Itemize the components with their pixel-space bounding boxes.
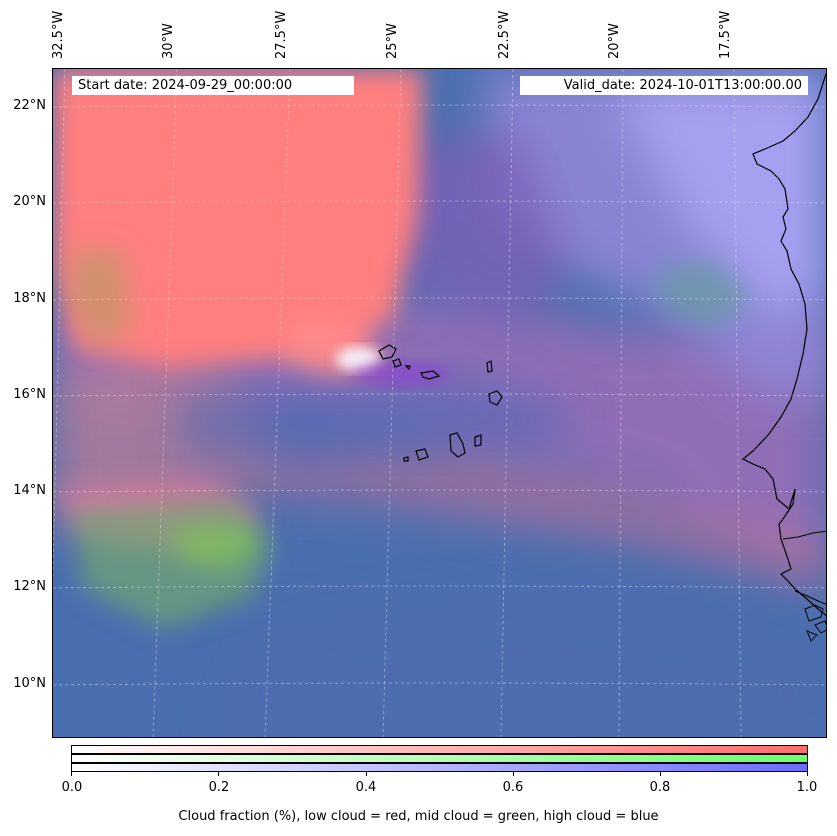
- lon-label-25w: 25°W: [385, 23, 400, 59]
- colorbar-tick-0: 0.0: [61, 780, 83, 795]
- island-santa-luzia: [404, 365, 411, 371]
- cloud-fraction-map[interactable]: [52, 68, 827, 738]
- cape-verde-islands: [378, 344, 503, 462]
- colorbar-mid-cloud: [71, 754, 808, 763]
- gambia-river: [782, 530, 826, 540]
- lon-label-27-5w: 27.5°W: [274, 10, 289, 59]
- guinea-bissau-coast: [794, 590, 826, 605]
- bissagos-islands: [804, 604, 826, 642]
- colorbar-tickmark-4: [660, 772, 661, 776]
- colorbar-tickmark-0: [71, 772, 72, 776]
- island-santo-antao: [378, 344, 397, 360]
- colorbar-tick-0-8: 0.8: [649, 780, 671, 795]
- island-fogo: [415, 448, 429, 461]
- colorbar-high-cloud: [71, 763, 808, 772]
- island-boa-vista: [488, 390, 503, 406]
- map-canvas: [53, 69, 826, 737]
- bright-cloud-spot: [336, 347, 380, 371]
- start-date-label: Start date: 2024-09-29_00:00:00: [72, 76, 354, 95]
- island-brava: [403, 456, 409, 462]
- colorbar-tickmark-5: [807, 772, 808, 776]
- lon-label-17-5w: 17.5°W: [718, 10, 733, 59]
- lat-label-12n: 12°N: [13, 579, 46, 594]
- colorbar-low-cloud: [71, 745, 808, 754]
- lat-label-22n: 22°N: [13, 98, 46, 113]
- valid-date-label: Valid_date: 2024-10-01T13:00:00.00: [520, 76, 808, 95]
- island-sao-vicente: [392, 358, 402, 368]
- lat-label-14n: 14°N: [13, 483, 46, 498]
- lat-label-18n: 18°N: [13, 291, 46, 306]
- colorbar-tick-0-4: 0.4: [355, 780, 377, 795]
- lon-label-22-5w: 22.5°W: [497, 10, 512, 59]
- mid-cloud-layer: [68, 249, 753, 629]
- lon-label-32-5w: 32.5°W: [51, 10, 66, 59]
- colorbar-tickmark-1: [218, 772, 219, 776]
- graticule: [53, 69, 826, 737]
- island-maio: [474, 434, 482, 447]
- africa-coastline: [741, 72, 826, 617]
- lat-label-16n: 16°N: [13, 387, 46, 402]
- lon-label-30w: 30°W: [161, 23, 176, 59]
- lon-label-20w: 20°W: [607, 23, 622, 59]
- colorbar-tick-0-6: 0.6: [502, 780, 524, 795]
- island-sal: [486, 360, 493, 373]
- colorbar-label: Cloud fraction (%), low cloud = red, mid…: [178, 809, 659, 824]
- purple-cloud-spot: [353, 362, 453, 386]
- island-santiago: [449, 432, 466, 458]
- clear-band-layer: [173, 379, 826, 737]
- island-sao-nicolau: [420, 370, 441, 380]
- lat-label-10n: 10°N: [13, 676, 46, 691]
- colorbar-tick-0-2: 0.2: [208, 780, 230, 795]
- colorbar-tickmark-2: [366, 772, 367, 776]
- lat-label-20n: 20°N: [13, 194, 46, 209]
- colorbar-tick-1: 1.0: [796, 780, 818, 795]
- colorbar: [71, 745, 808, 772]
- colorbar-tickmark-3: [513, 772, 514, 776]
